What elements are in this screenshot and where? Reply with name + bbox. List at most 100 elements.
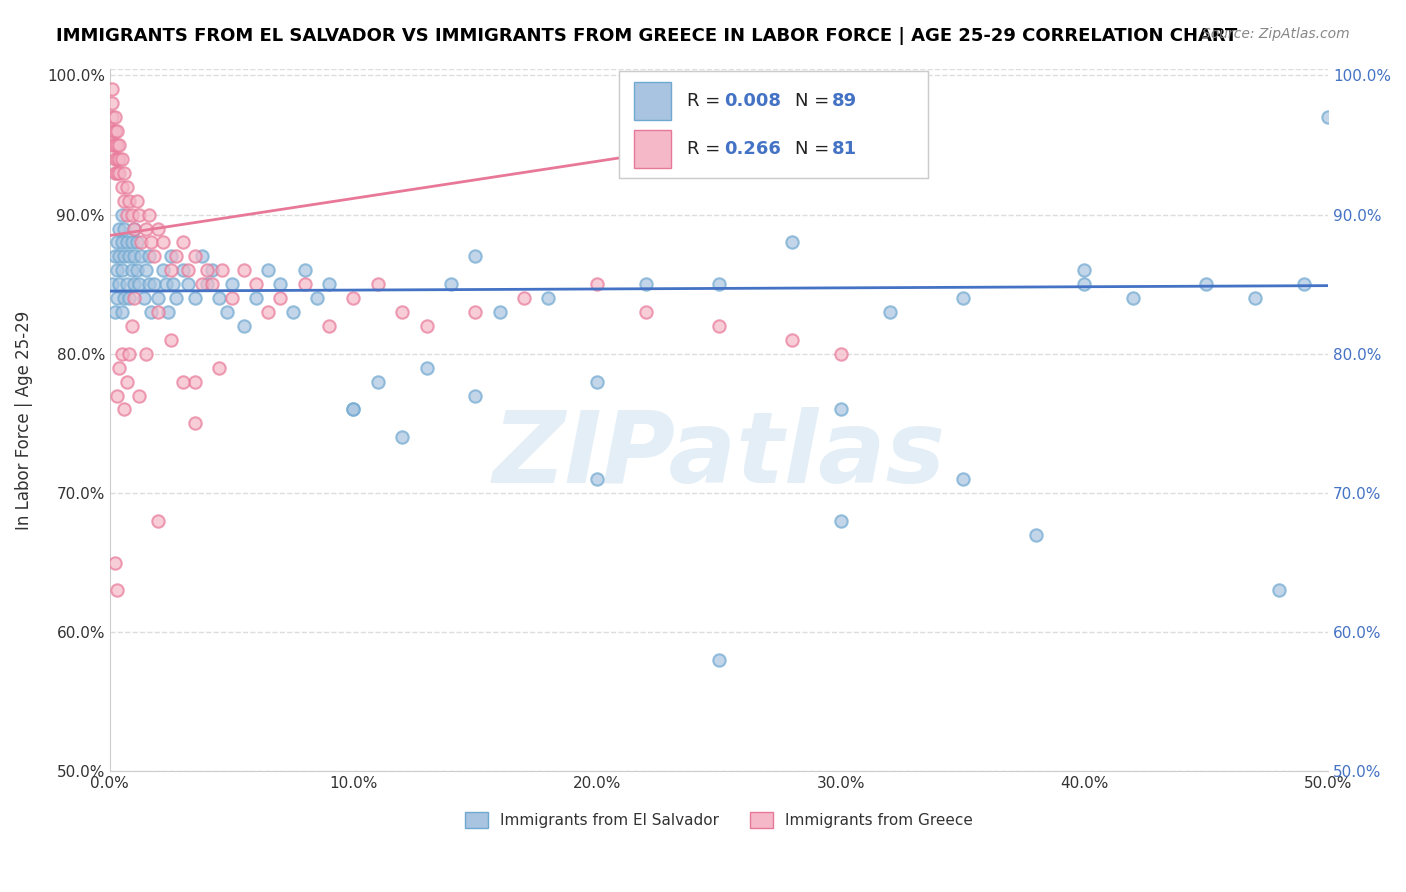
Point <box>342 402 364 417</box>
Point <box>135 221 157 235</box>
Text: 0.266: 0.266 <box>724 141 780 159</box>
Point <box>142 249 165 263</box>
Point <box>232 263 254 277</box>
Point <box>201 263 224 277</box>
Point <box>135 347 157 361</box>
Point <box>115 375 138 389</box>
Point <box>952 291 974 305</box>
Point <box>318 318 340 333</box>
Point <box>513 291 536 305</box>
Point <box>281 305 304 319</box>
Point <box>1025 528 1047 542</box>
Point <box>172 235 194 250</box>
Point <box>108 152 131 166</box>
Point <box>780 235 803 250</box>
Point <box>112 221 135 235</box>
Point <box>128 208 150 222</box>
Point <box>830 514 852 528</box>
Point <box>101 96 124 111</box>
Point <box>952 472 974 486</box>
Point <box>415 360 437 375</box>
Point <box>105 583 128 598</box>
Point <box>157 305 180 319</box>
Point <box>148 291 170 305</box>
Point <box>1195 277 1218 292</box>
Point <box>128 277 150 292</box>
Point <box>1292 277 1315 292</box>
Point <box>159 249 181 263</box>
Point <box>104 556 127 570</box>
Point <box>121 208 143 222</box>
Point <box>195 263 218 277</box>
Point <box>101 277 124 292</box>
Text: ZIPatlas: ZIPatlas <box>492 407 945 504</box>
Point <box>232 318 254 333</box>
Point <box>118 194 141 208</box>
Text: R =: R = <box>686 141 725 159</box>
Point <box>112 291 135 305</box>
Point <box>586 375 609 389</box>
Point <box>125 235 148 250</box>
Point <box>391 430 413 444</box>
Point <box>104 249 127 263</box>
Point <box>415 318 437 333</box>
Point <box>142 277 165 292</box>
Point <box>115 277 138 292</box>
Point <box>118 291 141 305</box>
Point <box>112 194 135 208</box>
Point <box>1268 583 1291 598</box>
Point <box>294 263 316 277</box>
FancyBboxPatch shape <box>634 130 671 168</box>
Point <box>318 277 340 292</box>
Point <box>879 305 901 319</box>
Point <box>155 277 177 292</box>
Point <box>464 305 486 319</box>
Point <box>1073 277 1095 292</box>
Point <box>707 653 730 667</box>
Point <box>191 277 214 292</box>
Point <box>830 347 852 361</box>
Point <box>152 235 174 250</box>
Point <box>162 277 184 292</box>
Point <box>342 291 364 305</box>
Text: Source: ZipAtlas.com: Source: ZipAtlas.com <box>1202 27 1350 41</box>
Point <box>115 179 138 194</box>
Point <box>211 263 233 277</box>
Point <box>138 277 160 292</box>
Point <box>215 305 238 319</box>
Point <box>111 235 134 250</box>
Point <box>367 375 389 389</box>
Point <box>132 291 155 305</box>
Point <box>128 388 150 402</box>
Point <box>201 277 224 292</box>
Point <box>108 166 131 180</box>
Point <box>172 263 194 277</box>
Point <box>108 360 131 375</box>
Point <box>125 194 148 208</box>
Text: 0.008: 0.008 <box>724 93 780 111</box>
Point <box>184 291 207 305</box>
Point <box>122 291 145 305</box>
FancyBboxPatch shape <box>634 82 671 120</box>
Point <box>118 347 141 361</box>
Point <box>245 291 267 305</box>
Point <box>367 277 389 292</box>
Point <box>131 235 153 250</box>
Point <box>105 388 128 402</box>
Point <box>195 277 218 292</box>
Point <box>634 305 657 319</box>
Point <box>537 291 560 305</box>
Point <box>221 291 243 305</box>
Text: N =: N = <box>794 141 835 159</box>
Point <box>121 235 143 250</box>
Text: 81: 81 <box>832 141 858 159</box>
Point <box>440 277 463 292</box>
Point <box>148 514 170 528</box>
Point <box>111 152 134 166</box>
Point <box>586 277 609 292</box>
Point <box>141 235 163 250</box>
Point <box>125 263 148 277</box>
Point <box>101 124 124 138</box>
Point <box>101 138 124 153</box>
Point <box>115 235 138 250</box>
